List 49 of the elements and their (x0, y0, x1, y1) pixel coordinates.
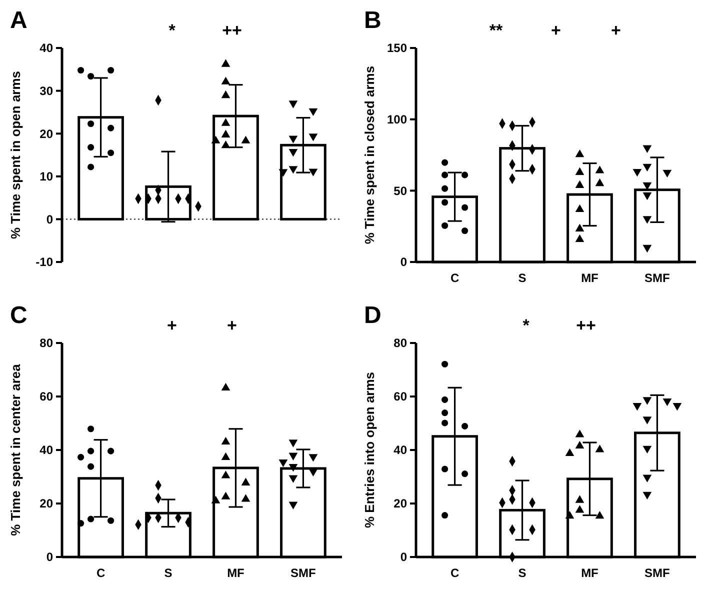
text: + (611, 21, 622, 40)
y-tick-label: 0 (46, 212, 54, 226)
y-tick-label: 50 (394, 184, 408, 198)
y-axis-title: % Time spent in closed arms (362, 66, 377, 244)
x-tick-label: SMF (644, 271, 670, 285)
text: + (167, 316, 178, 335)
y-axis-title: % Entries into open arms (362, 372, 377, 528)
text: + (227, 316, 238, 335)
y-tick-label: 0 (46, 550, 54, 564)
y-tick-label: 10 (40, 170, 54, 184)
x-tick-label: C (450, 271, 460, 285)
x-tick-label: S (518, 566, 526, 580)
y-tick-label: 40 (40, 41, 54, 56)
y-tick-label: 40 (40, 443, 54, 458)
chart-title: D (364, 302, 382, 329)
x-tick-label: MF (581, 271, 598, 285)
y-tick-label: 0 (400, 550, 408, 564)
text: ++ (222, 21, 242, 40)
text: + (551, 21, 562, 40)
x-tick-label: S (164, 566, 172, 580)
y-tick-label: 60 (40, 390, 54, 404)
chart-title: A (10, 7, 28, 34)
y-tick-label: 150 (386, 41, 408, 56)
text: * (522, 316, 530, 335)
x-tick-label: S (518, 271, 526, 285)
x-tick-label: SMF (290, 566, 316, 580)
text: * (168, 21, 176, 40)
chart-title: B (364, 7, 382, 34)
y-axis-title: % Time spent in center area (8, 363, 23, 536)
y-tick-label: 20 (40, 496, 54, 511)
y-tick-label: 0 (400, 255, 408, 270)
chart-title: C (10, 302, 28, 329)
y-tick-label: 30 (40, 84, 54, 98)
y-tick-label: 40 (394, 443, 408, 458)
x-tick-label: C (450, 566, 460, 580)
y-tick-label: 80 (394, 336, 408, 350)
text: ** (489, 21, 503, 40)
text: ++ (576, 316, 596, 335)
x-tick-label: MF (581, 566, 598, 580)
x-tick-label: SMF (644, 566, 670, 580)
y-axis-title: % Time spent in open arms (8, 70, 23, 240)
x-tick-label: C (96, 566, 106, 580)
y-tick-label: -10 (36, 255, 54, 270)
y-tick-label: 60 (394, 390, 408, 404)
y-tick-label: 80 (40, 336, 54, 350)
y-tick-label: 20 (394, 496, 408, 511)
y-tick-label: 20 (40, 126, 54, 141)
y-tick-label: 100 (386, 112, 408, 127)
x-tick-label: MF (227, 566, 244, 580)
